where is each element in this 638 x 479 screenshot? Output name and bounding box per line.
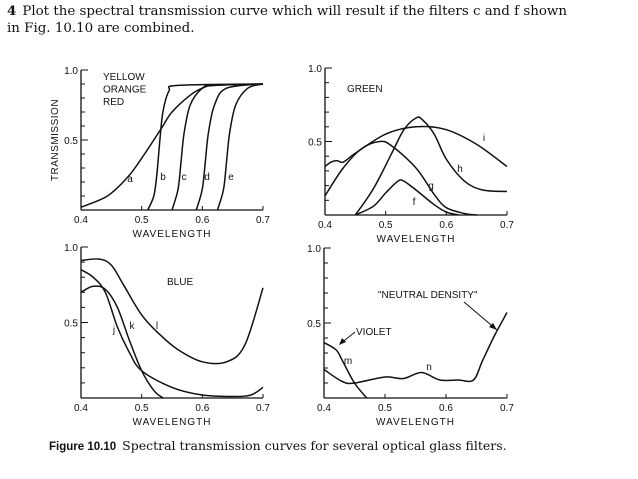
x-tick-label: 0.7 [256, 215, 270, 226]
x-tick-label: 0.5 [378, 403, 392, 414]
curve-label-m: m [344, 356, 352, 367]
curve-n [323, 312, 508, 385]
x-axis-label: WAVELENGTH [377, 234, 456, 245]
arrow-head-icon [489, 323, 497, 330]
x-tick-label: 0.6 [195, 215, 209, 226]
curve-label-c: c [182, 172, 187, 183]
chart-panel-2: 0.4 0.5 0.6 0.7 1.0 0.5 WAVELENGTH f g h i GREEN [308, 64, 514, 245]
problem-number: 4 [7, 3, 17, 19]
x-tick-label: 0.5 [379, 220, 393, 231]
x-tick-label: 0.7 [256, 403, 270, 414]
x-axis-label: WAVELENGTH [133, 417, 212, 428]
curve-label-n: n [426, 362, 432, 373]
y-tick-label: 1.0 [64, 66, 78, 77]
curve-label-f: f [413, 197, 416, 208]
curve-g [324, 140, 477, 216]
curve-b [147, 83, 264, 211]
panel-title-line: RED [103, 97, 124, 108]
curve-k [80, 285, 164, 399]
y-tick-label: 0.5 [64, 136, 78, 147]
x-tick-label: 0.6 [439, 220, 453, 231]
x-tick-label: 0.7 [500, 403, 514, 414]
figure-caption: Figure 10.10 Spectral transmission curves… [49, 438, 507, 453]
annotation-violet: VIOLET [356, 327, 392, 338]
curve-label-k: k [130, 321, 136, 332]
arrow-head-icon [339, 338, 346, 345]
curve-l [80, 258, 264, 365]
chart-panel-1: 0.4 0.5 0.6 0.7 1.0 0.5 WAVELENGTH TRANSMISSION… [50, 66, 270, 240]
curve-label-h: h [457, 164, 463, 175]
chart-panel-3: 0.4 0.5 0.6 0.7 1.0 0.5 WAVELENGTH j k l BLUE [64, 243, 270, 428]
y-tick-label: 0.5 [64, 319, 78, 330]
curve-f [355, 179, 459, 216]
curve-j [80, 269, 264, 398]
problem-text: Plot the spectral transmission curve whi… [7, 4, 567, 36]
x-tick-label: 0.6 [439, 403, 453, 414]
panel-title-line: ORANGE [103, 85, 147, 96]
problem-statement: 4 Plot the spectral transmission curve wh… [7, 3, 567, 37]
x-tick-label: 0.4 [74, 215, 88, 226]
curve-c [171, 83, 264, 211]
x-tick-label: 0.5 [135, 215, 149, 226]
curve-label-e: e [228, 172, 234, 183]
x-tick-label: 0.5 [135, 403, 149, 414]
annotation-neutral-density: "NEUTRAL DENSITY" [378, 290, 478, 301]
curve-i [324, 125, 508, 168]
curve-label-d: d [204, 172, 210, 183]
y-tick-label: 1.0 [308, 64, 322, 75]
panel-title-line: YELLOW [103, 72, 145, 83]
panel-title: GREEN [347, 84, 383, 95]
x-tick-label: 0.4 [318, 220, 332, 231]
curve-label-i: i [483, 133, 485, 144]
y-axis-label: TRANSMISSION [50, 99, 61, 181]
chart-panel-4: 0.4 0.5 0.6 0.7 1.0 0.5 WAVELENGTH m n "NEUTRAL D… [307, 244, 514, 428]
curve-label-a: a [127, 174, 133, 185]
curve-h [354, 116, 508, 216]
y-tick-label: 0.5 [307, 319, 321, 330]
caption-text: Spectral transmission curves for several… [122, 438, 507, 453]
curve-label-l: l [156, 321, 158, 332]
x-tick-label: 0.7 [500, 220, 514, 231]
y-tick-label: 1.0 [64, 243, 78, 254]
panel-title: BLUE [167, 277, 193, 288]
curve-label-g: g [428, 181, 434, 192]
x-tick-label: 0.4 [74, 403, 88, 414]
x-axis-label: WAVELENGTH [133, 229, 212, 240]
y-tick-label: 0.5 [308, 138, 322, 149]
x-tick-label: 0.6 [195, 403, 209, 414]
caption-label: Figure 10.10 [49, 441, 117, 453]
x-axis-label: WAVELENGTH [376, 417, 455, 428]
curve-label-b: b [160, 172, 166, 183]
curve-e [216, 83, 264, 211]
curve-d [195, 83, 264, 211]
x-tick-label: 0.4 [317, 403, 331, 414]
y-tick-label: 1.0 [307, 244, 321, 255]
curve-m [323, 341, 368, 399]
curve-label-j: j [112, 325, 115, 336]
